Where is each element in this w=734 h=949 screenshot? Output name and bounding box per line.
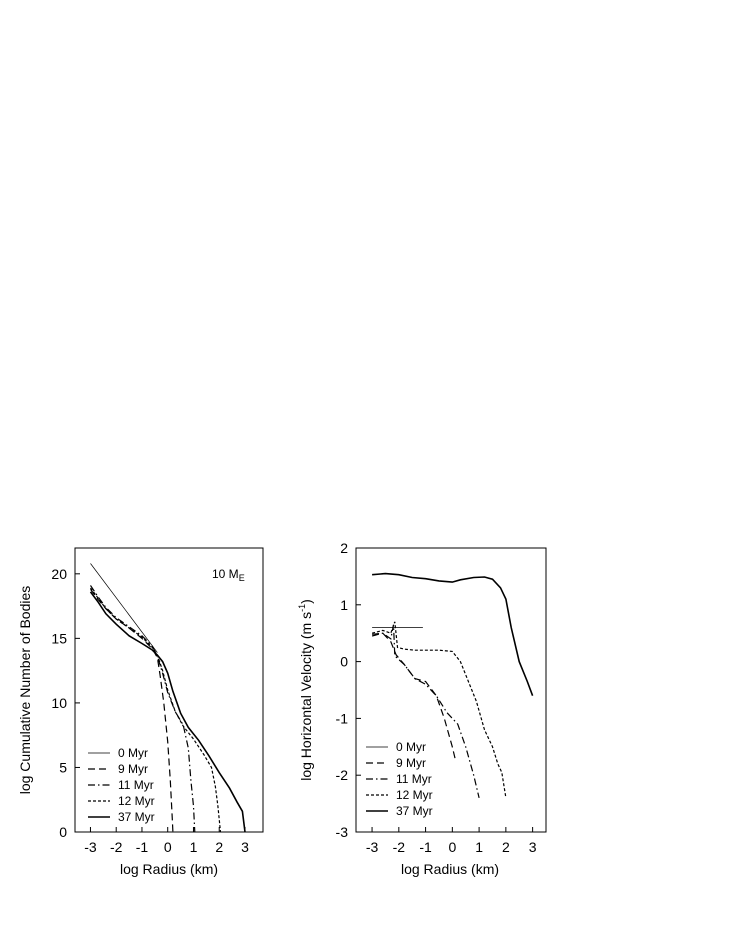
legend-label: 0 Myr <box>396 740 426 754</box>
y-tick-label: 0 <box>340 654 348 670</box>
x-tick-label: -1 <box>136 839 149 855</box>
y-tick-label: 2 <box>340 540 348 556</box>
legend-label: 11 Myr <box>118 778 154 792</box>
annotation-mass: 10 ME <box>212 567 245 583</box>
x-tick-label: 2 <box>502 839 510 855</box>
y-tick-label: -3 <box>336 824 349 840</box>
x-axis-ticks: -3 -2 -1 0 1 2 3 <box>84 827 249 855</box>
y-tick-label: -1 <box>336 710 349 726</box>
x-axis-label: log Radius (km) <box>120 861 218 877</box>
series-line-0-myr <box>90 563 158 653</box>
series-line-37-myr <box>89 591 246 833</box>
y-axis-ticks: 0 5 10 15 20 <box>51 566 80 840</box>
legend: 0 Myr 9 Myr 11 Myr 12 Myr 37 Myr <box>366 740 433 818</box>
series-line-12-myr <box>90 587 222 833</box>
series-line-37-myr <box>372 572 534 696</box>
y-axis-label: log Cumulative Number of Bodies <box>17 586 33 795</box>
legend-label: 37 Myr <box>118 810 155 824</box>
series-lines <box>371 572 534 799</box>
x-tick-label: 1 <box>190 839 198 855</box>
x-tick-label: -3 <box>84 839 97 855</box>
x-axis-ticks: -3 -2 -1 0 1 2 3 <box>366 827 537 855</box>
x-axis-label: log Radius (km) <box>401 861 499 877</box>
x-tick-label: 2 <box>215 839 223 855</box>
series-lines <box>89 563 246 833</box>
y-axis-ticks: -3 -2 -1 0 1 2 <box>336 540 361 840</box>
x-tick-label: 1 <box>475 839 483 855</box>
y-axis-label: log Horizontal Velocity (m s-1) <box>297 599 314 781</box>
legend-label: 9 Myr <box>118 762 148 776</box>
x-tick-label: 3 <box>241 839 249 855</box>
x-tick-label: -3 <box>366 839 379 855</box>
x-tick-label: 3 <box>529 839 537 855</box>
series-line-12-myr <box>371 621 507 798</box>
x-tick-label: -2 <box>393 839 406 855</box>
x-tick-label: 0 <box>448 839 456 855</box>
plot-frame <box>355 547 547 833</box>
cumulative-number-chart: 0 5 10 15 20 -3 -2 -1 0 1 2 3 0 Myr 9 Myr 11 Myr 12 M… <box>17 547 264 877</box>
x-tick-label: 0 <box>164 839 172 855</box>
y-tick-label: -2 <box>336 767 349 783</box>
series-line-11-myr <box>371 624 480 799</box>
plot-frame <box>74 547 264 833</box>
legend-label: 12 Myr <box>396 788 433 802</box>
x-tick-label: -1 <box>419 839 432 855</box>
legend-label: 37 Myr <box>396 804 433 818</box>
horizontal-velocity-chart: -3 -2 -1 0 1 2 -3 -2 -1 0 1 2 3 0 Myr 9 Myr 11 Myr 12 … <box>297 540 547 877</box>
x-tick-label: -2 <box>110 839 123 855</box>
legend-label: 11 Myr <box>396 772 432 786</box>
y-tick-label: 10 <box>51 695 67 711</box>
legend: 0 Myr 9 Myr 11 Myr 12 Myr 37 Myr <box>88 746 155 824</box>
y-tick-label: 20 <box>51 566 67 582</box>
y-tick-label: 0 <box>59 824 67 840</box>
series-line-11-myr <box>89 585 196 833</box>
legend-label: 0 Myr <box>118 746 148 760</box>
y-tick-label: 15 <box>51 630 67 646</box>
legend-label: 12 Myr <box>118 794 155 808</box>
y-tick-label: 5 <box>59 759 67 775</box>
y-tick-label: 1 <box>340 597 348 613</box>
legend-label: 9 Myr <box>396 756 426 770</box>
